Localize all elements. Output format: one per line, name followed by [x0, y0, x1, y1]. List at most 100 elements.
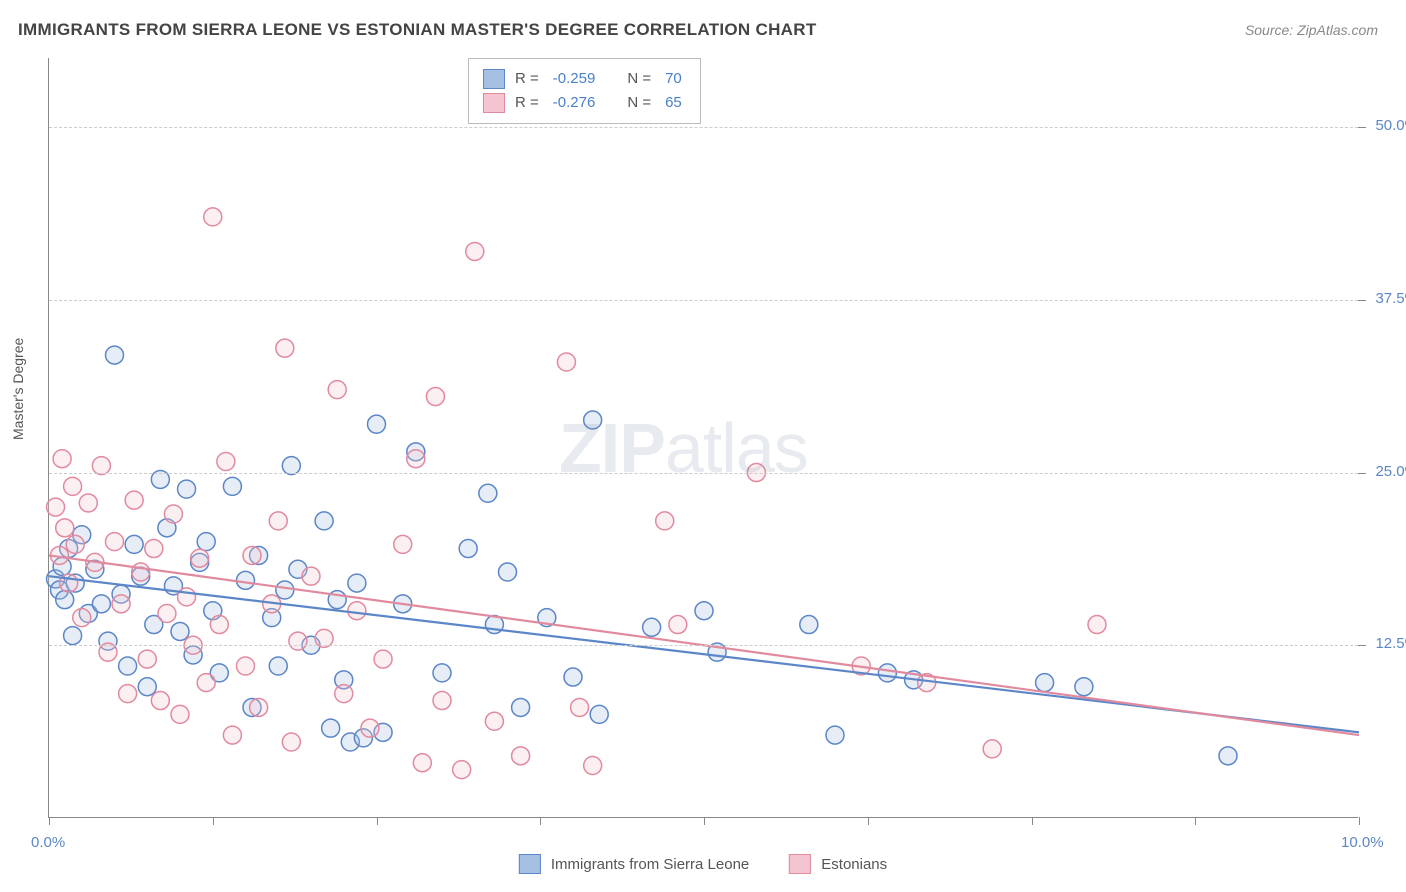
r-value-series2: -0.276	[553, 91, 596, 115]
scatter-point	[223, 726, 241, 744]
legend-label-series2: Estonians	[821, 856, 887, 873]
scatter-point	[289, 632, 307, 650]
n-value-series1: 70	[665, 67, 682, 91]
scatter-point	[171, 705, 189, 723]
scatter-point	[584, 756, 602, 774]
scatter-point	[1075, 678, 1093, 696]
scatter-point	[453, 761, 471, 779]
scatter-point	[66, 535, 84, 553]
scatter-point	[92, 595, 110, 613]
scatter-point	[485, 712, 503, 730]
scatter-point	[178, 480, 196, 498]
scatter-point	[361, 719, 379, 737]
scatter-point	[217, 452, 235, 470]
scatter-point	[584, 411, 602, 429]
scatter-point	[368, 415, 386, 433]
scatter-point	[204, 208, 222, 226]
scatter-point	[106, 346, 124, 364]
scatter-point	[56, 519, 74, 537]
scatter-point	[138, 650, 156, 668]
scatter-point	[119, 657, 137, 675]
correlation-legend: R = -0.259 N = 70 R = -0.276 N = 65	[468, 58, 701, 124]
scatter-point	[178, 588, 196, 606]
scatter-point	[138, 678, 156, 696]
scatter-point	[276, 339, 294, 357]
scatter-point	[426, 388, 444, 406]
legend-item-series2: Estonians	[789, 854, 887, 874]
scatter-point	[643, 618, 661, 636]
scatter-point	[237, 571, 255, 589]
scatter-point	[197, 533, 215, 551]
y-tick-label: 12.5%	[1375, 635, 1406, 652]
scatter-point	[223, 477, 241, 495]
scatter-point	[1219, 747, 1237, 765]
n-label: N =	[627, 91, 651, 115]
swatch-series2-bottom	[789, 854, 811, 874]
scatter-point	[145, 540, 163, 558]
r-label: R =	[515, 67, 539, 91]
scatter-point	[328, 381, 346, 399]
legend-label-series1: Immigrants from Sierra Leone	[551, 856, 749, 873]
scatter-point	[374, 650, 392, 668]
scatter-point	[564, 668, 582, 686]
scatter-point	[250, 698, 268, 716]
scatter-point	[466, 242, 484, 260]
r-label: R =	[515, 91, 539, 115]
scatter-point	[158, 604, 176, 622]
scatter-point	[335, 685, 353, 703]
scatter-point	[800, 616, 818, 634]
scatter-point	[64, 477, 82, 495]
gridline	[49, 300, 1358, 301]
scatter-point	[407, 450, 425, 468]
scatter-point	[112, 595, 130, 613]
scatter-point	[479, 484, 497, 502]
legend-row-series1: R = -0.259 N = 70	[483, 67, 686, 91]
scatter-point	[433, 692, 451, 710]
scatter-point	[125, 491, 143, 509]
scatter-point	[348, 602, 366, 620]
scatter-point	[878, 664, 896, 682]
scatter-point	[269, 512, 287, 530]
legend-row-series2: R = -0.276 N = 65	[483, 91, 686, 115]
swatch-series1	[483, 69, 505, 89]
scatter-point	[171, 622, 189, 640]
scatter-point	[590, 705, 608, 723]
scatter-point	[125, 535, 143, 553]
gridline	[49, 127, 1358, 128]
scatter-point	[164, 505, 182, 523]
scatter-point	[459, 540, 477, 558]
scatter-point	[413, 754, 431, 772]
source-attribution: Source: ZipAtlas.com	[1245, 22, 1378, 38]
scatter-point	[106, 533, 124, 551]
scatter-point	[1088, 616, 1106, 634]
plot-area: ZIPatlas 12.5%25.0%37.5%50.0%0.0%10.0%	[48, 58, 1358, 818]
scatter-point	[210, 616, 228, 634]
scatter-point	[73, 609, 91, 627]
x-tick-label: 10.0%	[1341, 834, 1384, 851]
gridline	[49, 473, 1358, 474]
scatter-point	[433, 664, 451, 682]
scatter-point	[656, 512, 674, 530]
scatter-point	[132, 563, 150, 581]
scatter-point	[315, 512, 333, 530]
scatter-point	[282, 733, 300, 751]
scatter-point	[322, 719, 340, 737]
scatter-point	[269, 657, 287, 675]
gridline	[49, 645, 1358, 646]
n-label: N =	[627, 67, 651, 91]
scatter-point	[276, 581, 294, 599]
scatter-point	[826, 726, 844, 744]
r-value-series1: -0.259	[553, 67, 596, 91]
scatter-point	[197, 674, 215, 692]
scatter-point	[151, 692, 169, 710]
chart-title: IMMIGRANTS FROM SIERRA LEONE VS ESTONIAN…	[18, 20, 817, 40]
scatter-point	[56, 591, 74, 609]
scatter-svg	[49, 58, 1358, 817]
swatch-series2	[483, 93, 505, 113]
y-tick-label: 50.0%	[1375, 117, 1406, 134]
scatter-point	[669, 616, 687, 634]
scatter-point	[348, 574, 366, 592]
series-legend: Immigrants from Sierra Leone Estonians	[519, 854, 887, 874]
scatter-point	[512, 698, 530, 716]
scatter-point	[557, 353, 575, 371]
